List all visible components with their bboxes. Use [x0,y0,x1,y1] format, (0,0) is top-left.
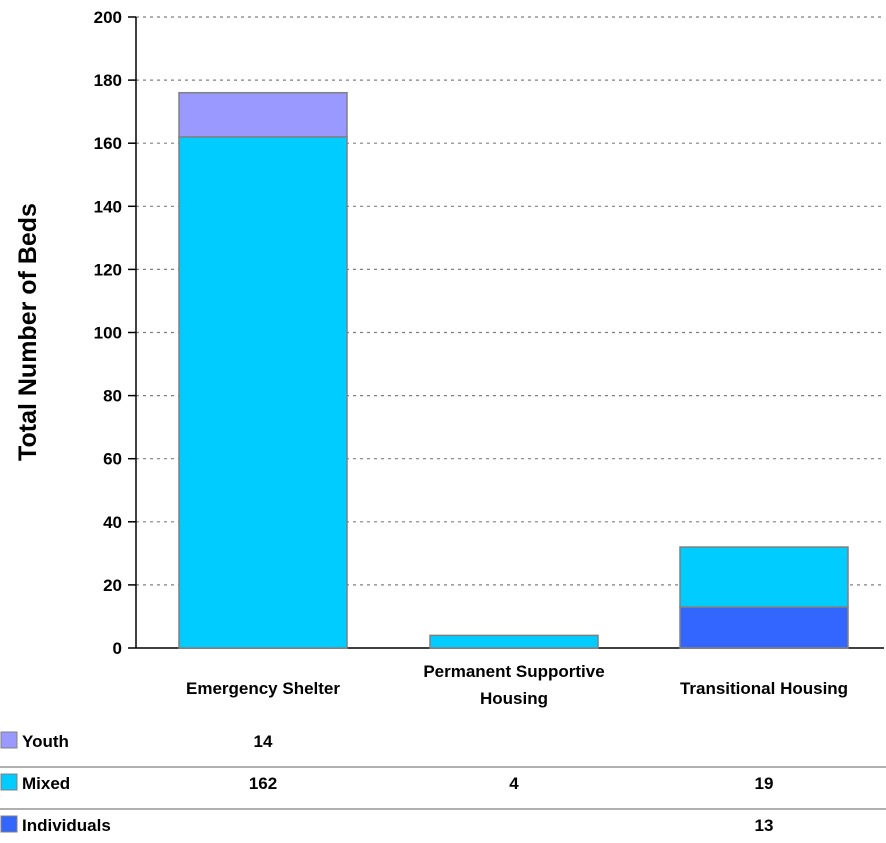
y-tick-label: 40 [103,513,122,532]
y-tick-label: 60 [103,450,122,469]
data-label-individuals-2: 13 [755,816,774,835]
y-tick-label: 180 [94,71,122,90]
y-axis-title: Total Number of Beds [14,203,42,461]
legend-swatch-youth [0,731,18,749]
y-tick-label: 0 [113,639,122,658]
bar-mixed-0 [178,136,348,649]
y-tick-label: 80 [103,387,122,406]
data-table: Youth 14 Mixed 162 4 19 Individuals 13 [0,731,886,835]
data-label-mixed-0: 162 [249,774,277,793]
data-label-mixed-2: 19 [755,774,774,793]
y-tick-label: 100 [94,324,122,343]
x-category-label: Emergency Shelter [186,679,340,698]
gridlines [136,16,884,586]
x-category-label: Housing [480,689,548,708]
y-tick-label: 20 [103,576,122,595]
x-category-label: Permanent Supportive [423,662,604,681]
data-label-mixed-1: 4 [509,774,519,793]
x-category-label: Transitional Housing [680,679,848,698]
bar-individuals-2 [679,606,849,649]
y-tick-label: 160 [94,134,122,153]
data-label-youth-0: 14 [254,732,273,751]
legend-swatch-mixed [0,773,18,791]
legend-swatch-individuals [0,815,18,833]
bar-mixed-2 [679,546,849,608]
legend-label-mixed: Mixed [22,774,70,793]
bars [178,91,849,649]
y-tick-label: 140 [94,197,122,216]
legend-label-individuals: Individuals [22,816,111,835]
legend-label-youth: Youth [22,732,69,751]
y-tick-label: 200 [94,8,122,27]
category-labels: Emergency Shelter Permanent Supportive Hou… [186,662,848,708]
y-tick-label: 120 [94,260,122,279]
bar-youth-0 [178,91,348,138]
bar-mixed-1 [429,634,599,649]
